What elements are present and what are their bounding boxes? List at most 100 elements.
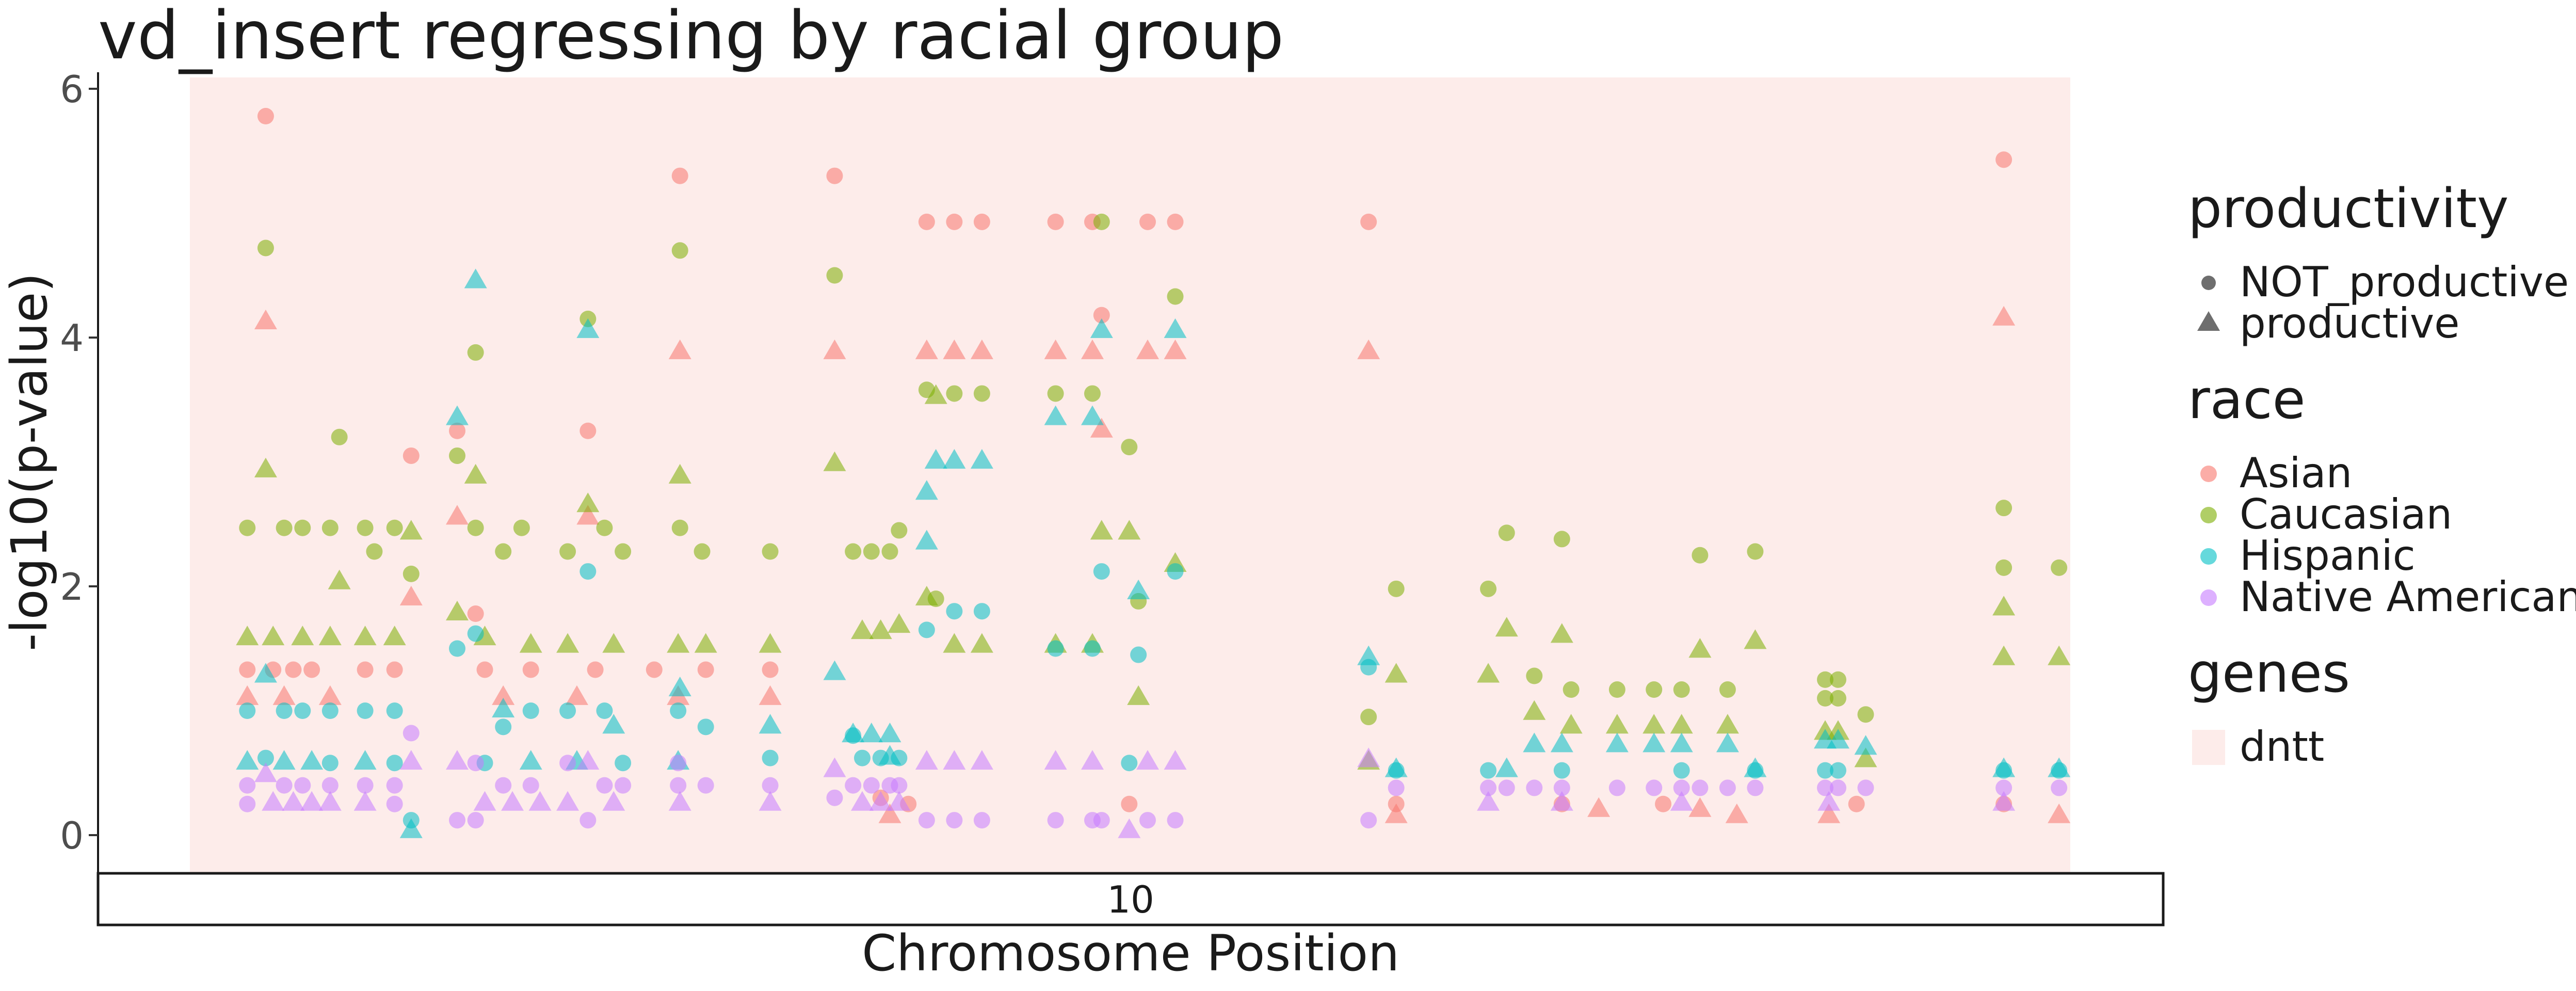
data-point-native-american-circle [863, 777, 880, 794]
data-point-caucasian-circle [366, 543, 383, 560]
data-point-asian-circle [1995, 151, 2013, 168]
data-point-hispanic-triangle [1357, 645, 1380, 665]
data-point-native-american-circle [918, 812, 935, 829]
data-point-native-american-triangle [501, 791, 524, 811]
data-point-native-american-triangle [282, 791, 305, 811]
data-point-asian-triangle [759, 685, 782, 705]
data-point-native-american-triangle [668, 791, 691, 811]
data-point-asian-triangle [878, 803, 901, 823]
data-point-caucasian-circle [671, 519, 688, 536]
data-point-native-american-circle [294, 777, 311, 794]
data-point-hispanic-circle [239, 702, 256, 719]
data-point-caucasian-triangle [262, 626, 285, 646]
data-point-caucasian-triangle [1477, 663, 1500, 683]
data-point-caucasian-triangle [1550, 623, 1573, 643]
data-point-native-american-circle [239, 795, 256, 812]
data-point-asian-circle [1655, 795, 1672, 812]
data-point-native-american-triangle [528, 791, 552, 811]
data-point-hispanic-circle [294, 702, 311, 719]
data-point-hispanic-triangle [1523, 732, 1546, 753]
data-point-caucasian-circle [495, 543, 512, 560]
data-point-native-american-triangle [1992, 791, 2016, 811]
data-point-asian-circle [522, 661, 539, 678]
data-point-native-american-triangle [1817, 791, 1841, 811]
data-point-caucasian-circle [257, 239, 274, 257]
data-point-caucasian-triangle [1559, 714, 1583, 734]
data-point-asian-triangle [272, 685, 296, 705]
data-point-hispanic-circle [522, 702, 539, 719]
data-point-asian-circle [1047, 213, 1064, 230]
data-point-hispanic-circle [467, 625, 484, 642]
data-point-caucasian-triangle [2048, 645, 2071, 665]
y-tick-label: 6 [60, 68, 84, 111]
data-point-native-american-triangle [399, 750, 423, 770]
data-point-hispanic-circle [1817, 762, 1834, 779]
data-point-caucasian-triangle [1523, 700, 1546, 720]
data-point-caucasian-circle [826, 267, 843, 284]
gene-region-layer [190, 77, 2070, 872]
legend-key-asian [2200, 466, 2217, 482]
data-point-caucasian-triangle [1118, 520, 1141, 540]
data-point-caucasian-circle [1817, 690, 1834, 707]
data-point-native-american-circle [1388, 779, 1405, 796]
data-point-native-american-circle [2051, 779, 2068, 796]
data-point-caucasian-triangle [254, 457, 277, 477]
data-point-caucasian-circle [845, 543, 862, 560]
data-point-hispanic-circle [276, 702, 293, 719]
data-point-hispanic-circle [596, 702, 613, 719]
data-point-caucasian-circle [559, 543, 576, 560]
facet-strip-label: 10 [1107, 878, 1154, 921]
data-point-hispanic-triangle [1992, 757, 2016, 777]
data-point-caucasian-circle [1553, 531, 1570, 548]
data-point-hispanic-circle [670, 702, 687, 719]
data-point-caucasian-triangle [1127, 685, 1150, 705]
data-point-hispanic-triangle [254, 663, 277, 683]
data-point-native-american-circle [467, 812, 484, 829]
data-point-caucasian-triangle [759, 633, 782, 653]
data-point-hispanic-circle [1167, 563, 1184, 580]
data-point-hispanic-triangle [236, 750, 259, 770]
data-point-native-american-circle [357, 777, 374, 794]
data-point-native-american-triangle [446, 750, 469, 770]
data-point-hispanic-triangle [1081, 405, 1104, 425]
data-point-native-american-circle [1093, 812, 1110, 829]
data-point-caucasian-circle [863, 543, 880, 560]
data-point-hispanic-triangle [1164, 318, 1187, 338]
legend-label-productivity: NOT_productive [2240, 258, 2569, 306]
data-point-asian-circle [449, 422, 465, 439]
data-point-asian-triangle [576, 505, 600, 525]
data-point-native-american-circle [1747, 779, 1764, 796]
data-point-asian-circle [1121, 795, 1138, 812]
data-point-hispanic-triangle [1044, 405, 1067, 425]
data-point-native-american-triangle [1670, 791, 1693, 811]
data-point-hispanic-triangle [2048, 757, 2071, 777]
data-point-caucasian-circle [357, 519, 374, 536]
data-point-hispanic-circle [697, 718, 714, 736]
data-point-caucasian-circle [1830, 690, 1846, 707]
data-point-hispanic-circle [386, 755, 403, 772]
data-point-hispanic-triangle [1550, 732, 1573, 753]
data-point-caucasian-circle [386, 519, 403, 536]
data-point-caucasian-triangle [1744, 629, 1767, 649]
data-point-native-american-triangle [576, 750, 600, 770]
data-point-native-american-triangle [1477, 791, 1500, 811]
data-point-native-american-triangle [943, 750, 966, 770]
data-point-caucasian-circle [276, 519, 293, 536]
legend-title-race: race [2188, 368, 2306, 431]
data-point-hispanic-triangle [1495, 757, 1518, 777]
data-point-hispanic-triangle [924, 449, 947, 469]
data-point-native-american-triangle [1118, 818, 1141, 838]
data-point-caucasian-circle [1608, 681, 1625, 698]
data-point-hispanic-circle [845, 727, 862, 744]
facet-strip-box [96, 872, 2165, 926]
data-point-native-american-circle [559, 755, 576, 772]
data-point-asian-circle [826, 167, 843, 184]
data-point-hispanic-circle [495, 718, 512, 736]
data-point-native-american-circle [615, 777, 632, 794]
data-point-hispanic-triangle [915, 480, 938, 500]
data-point-asian-triangle [970, 339, 993, 359]
data-point-caucasian-circle [467, 519, 484, 536]
data-point-caucasian-triangle [667, 633, 690, 653]
chart-title: vd_insert regressing by racial group [98, 0, 1284, 74]
